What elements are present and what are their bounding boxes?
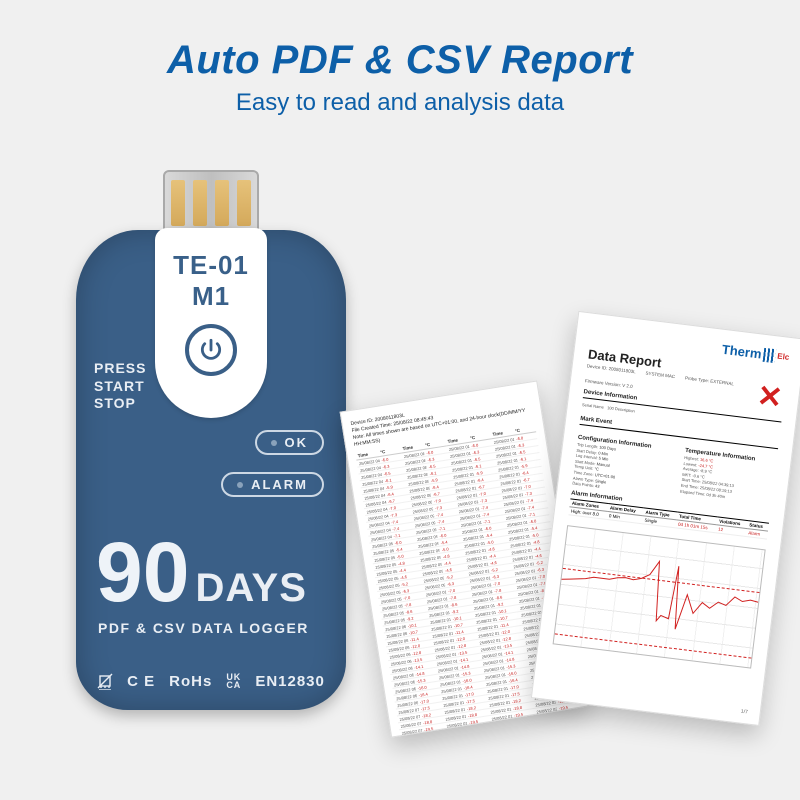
alarm-indicator: ALARM: [221, 472, 324, 497]
page-subtitle: Easy to read and analysis data: [0, 89, 800, 117]
days-label: DAYS: [195, 566, 306, 611]
pdf-report-sheet: Therm Elc Data Report Device ID: 2008011…: [531, 311, 800, 726]
model-line1: TE-01: [155, 250, 267, 281]
device-image: TE-01 M1 PRESS START STOP OK ALARM 90 DA…: [76, 170, 346, 710]
model-line2: M1: [155, 281, 267, 312]
alarm-x-icon: ✕: [755, 378, 784, 416]
report-previews: Device ID: 2008011803L File Created Time…: [390, 322, 760, 742]
alarm-led-icon: [237, 482, 243, 488]
device-body: TE-01 M1 PRESS START STOP OK ALARM 90 DA…: [76, 230, 346, 710]
cert-ce: C E: [127, 673, 155, 690]
cert-ukca: UKCA: [226, 673, 241, 689]
weee-icon: [97, 672, 113, 690]
press-label: PRESS START STOP: [94, 360, 146, 413]
brand-bars-icon: [763, 347, 777, 362]
certifications: C E RoHs UKCA EN12830: [76, 672, 346, 690]
power-icon: [198, 337, 224, 363]
logger-label: PDF & CSV DATA LOGGER: [98, 620, 309, 636]
ok-indicator: OK: [255, 430, 325, 455]
page-title: Auto PDF & CSV Report: [0, 38, 800, 83]
pdf-chart: [553, 525, 766, 668]
ok-led-icon: [271, 440, 277, 446]
cert-rohs: RoHs: [169, 673, 212, 690]
pdf-pagenum: 1/7: [740, 709, 748, 716]
power-button[interactable]: [185, 324, 237, 376]
cert-standard: EN12830: [255, 673, 325, 690]
device-neck: TE-01 M1: [155, 228, 267, 418]
days-number: 90: [96, 530, 189, 614]
